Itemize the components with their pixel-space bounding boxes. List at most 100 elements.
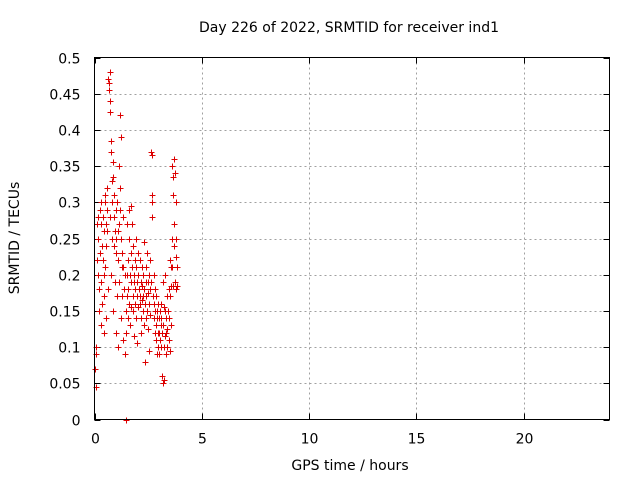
data-point [123, 330, 130, 337]
x-axis-ticks: 0 5 10 15 20 [91, 57, 534, 448]
data-point [111, 192, 118, 199]
data-point [140, 272, 147, 279]
data-point [98, 322, 105, 329]
data-point [128, 304, 135, 311]
data-point [125, 257, 132, 264]
data-point [110, 159, 117, 166]
data-point [109, 178, 116, 185]
data-point [149, 214, 156, 221]
data-point [161, 304, 168, 311]
data-point [145, 290, 152, 297]
chart-title: Day 226 of 2022, SRMTID for receiver ind… [199, 20, 499, 36]
data-point [160, 322, 167, 329]
x-tick-label: 0 [91, 432, 100, 448]
data-point [116, 221, 123, 228]
data-point [100, 257, 107, 264]
data-point [102, 199, 109, 206]
y-tick-label: 0.2 [58, 269, 80, 285]
data-point [95, 272, 102, 279]
y-tick-label: 0.35 [49, 160, 80, 176]
data-point [110, 308, 117, 315]
data-point [152, 286, 159, 293]
data-point [167, 348, 174, 355]
data-point [128, 250, 135, 257]
data-point [173, 254, 180, 261]
x-axis-label: GPS time / hours [291, 458, 408, 474]
data-point [145, 326, 152, 333]
data-point [151, 272, 158, 279]
data-point [135, 250, 142, 257]
data-point [165, 308, 172, 315]
data-point [118, 315, 125, 322]
data-point [139, 297, 146, 304]
y-tick-label: 0.5 [58, 52, 80, 68]
data-point [147, 257, 154, 264]
data-point [156, 351, 163, 358]
data-point [159, 373, 166, 380]
data-point [126, 236, 133, 243]
data-point [162, 272, 169, 279]
data-point [131, 333, 138, 340]
data-point [108, 272, 115, 279]
data-point [120, 264, 127, 271]
data-point [166, 315, 173, 322]
data-point [167, 293, 174, 300]
data-point [120, 337, 127, 344]
x-tick-label: 15 [408, 432, 426, 448]
data-point [92, 366, 99, 373]
data-point [141, 322, 148, 329]
data-point [173, 236, 180, 243]
data-point [123, 417, 130, 424]
data-point [117, 112, 124, 119]
data-point [164, 326, 171, 333]
data-point [169, 163, 176, 170]
data-point [170, 192, 177, 199]
y-axis-ticks: 0 0.05 0.1 0.15 0.2 0.25 0.3 0.35 0.4 0.45 0.5 [49, 52, 610, 430]
data-point [129, 221, 136, 228]
data-point [149, 192, 156, 199]
data-point [133, 264, 140, 271]
data-point [101, 330, 108, 337]
data-point [111, 243, 118, 250]
x-tick-label: 20 [516, 432, 534, 448]
data-point [105, 76, 112, 83]
data-point [166, 337, 173, 344]
data-point [106, 87, 113, 94]
data-point [173, 199, 180, 206]
data-point [118, 236, 125, 243]
data-point [147, 312, 154, 319]
data-point [162, 333, 169, 340]
data-point [148, 149, 155, 156]
data-point [105, 286, 112, 293]
grid-lines [94, 57, 610, 420]
data-point [103, 243, 110, 250]
data-point [164, 344, 171, 351]
data-point [102, 192, 109, 199]
data-point [142, 359, 149, 366]
data-point [107, 109, 114, 116]
data-point [96, 286, 103, 293]
data-point [104, 207, 111, 214]
data-point [171, 221, 178, 228]
y-tick-label: 0.1 [58, 341, 80, 357]
y-tick-label: 0.15 [49, 305, 80, 321]
data-point [172, 170, 179, 177]
data-point [148, 279, 155, 286]
data-point [108, 138, 115, 145]
data-point [98, 279, 105, 286]
data-point [107, 69, 114, 76]
data-point [111, 214, 118, 221]
data-point [102, 264, 109, 271]
data-point [171, 156, 178, 163]
data-point [133, 236, 140, 243]
data-point [118, 134, 125, 141]
data-point [124, 293, 131, 300]
data-point [143, 315, 150, 322]
data-point [143, 264, 150, 271]
data-point [171, 243, 178, 250]
data-point [99, 301, 106, 308]
data-point [117, 185, 124, 192]
data-point [101, 272, 108, 279]
data-point [170, 174, 177, 181]
x-tick-label: 5 [198, 432, 207, 448]
